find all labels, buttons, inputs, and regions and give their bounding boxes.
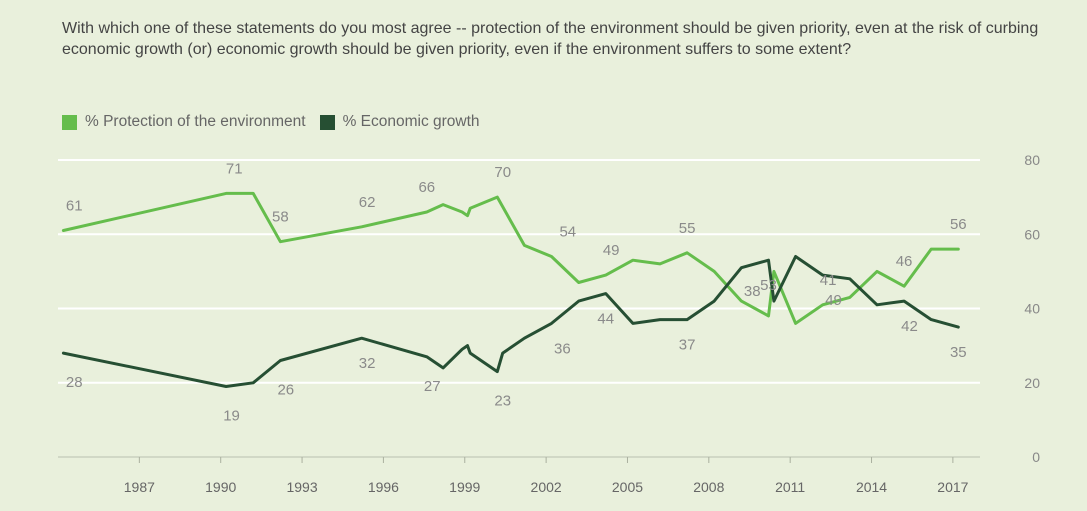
- x-tick-label: 2002: [531, 479, 562, 495]
- y-tick-label: 60: [1024, 226, 1040, 242]
- data-label: 28: [66, 374, 83, 391]
- data-label: 66: [418, 179, 435, 196]
- legend-swatch-environment: [62, 114, 77, 130]
- series-line-environment: [61, 191, 960, 325]
- data-label: 32: [359, 355, 376, 372]
- x-tick-label: 1987: [124, 479, 155, 495]
- data-label: 38: [744, 283, 761, 300]
- data-label: 26: [277, 381, 294, 398]
- legend-item-economic: % Economic growth: [319, 113, 480, 131]
- x-tick-label: 2014: [856, 479, 887, 495]
- data-label: 61: [66, 198, 83, 215]
- data-label: 36: [554, 340, 571, 357]
- data-label: 41: [820, 272, 837, 289]
- legend-label-environment: % Protection of the environment: [85, 113, 306, 130]
- x-tick-label: 1996: [368, 479, 399, 495]
- data-label: 71: [226, 160, 243, 177]
- y-tick-label: 0: [1032, 449, 1040, 465]
- data-label: 70: [494, 164, 511, 181]
- data-label: 62: [359, 194, 376, 211]
- data-label: 53: [760, 277, 777, 294]
- data-label: 55: [679, 220, 696, 237]
- x-tick-label: 1990: [205, 479, 236, 495]
- x-tick-label: 2011: [775, 479, 805, 495]
- data-label: 49: [603, 242, 620, 259]
- legend-swatch-economic: [319, 114, 335, 130]
- data-label: 42: [901, 318, 918, 335]
- x-tick-label: 2005: [612, 479, 643, 495]
- x-tick-label: 1993: [286, 479, 317, 495]
- chart-title: With which one of these statements do yo…: [62, 20, 1039, 58]
- chart-legend: % Protection of the environment % Econom…: [62, 113, 494, 131]
- data-label: 37: [679, 337, 696, 354]
- data-label: 23: [494, 393, 511, 410]
- data-label: 58: [272, 209, 289, 226]
- data-label: 27: [424, 378, 441, 395]
- data-label: 19: [223, 407, 240, 424]
- data-label: 35: [950, 344, 967, 361]
- data-label: 56: [950, 216, 967, 233]
- legend-label-economic: % Economic growth: [342, 113, 480, 130]
- data-label: 49: [825, 292, 842, 309]
- x-tick-label: 2017: [937, 479, 968, 495]
- y-tick-label: 80: [1024, 152, 1040, 168]
- y-tick-label: 20: [1024, 375, 1040, 391]
- y-tick-label: 40: [1024, 301, 1040, 317]
- data-label: 44: [597, 311, 614, 328]
- series-line-economic: [61, 255, 960, 388]
- x-tick-label: 1999: [449, 479, 480, 495]
- legend-item-environment: % Protection of the environment: [62, 113, 306, 131]
- data-label: 54: [559, 224, 576, 241]
- x-tick-label: 2008: [693, 479, 724, 495]
- data-label: 46: [896, 253, 913, 270]
